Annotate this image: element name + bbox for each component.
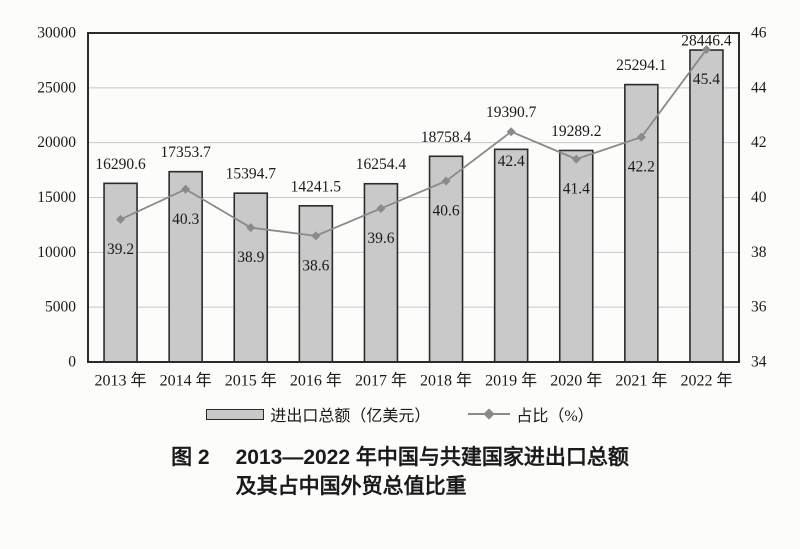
svg-text:0: 0 [68,354,76,371]
legend-line-label: 占比（%） [516,408,594,425]
combo-chart: 16290.6 17353.7 15394.7 14241.5 16254.4 18758… [37,25,767,390]
caption-line-2: 及其占中国外贸总值比重 [235,475,467,498]
pct-value-labels: 39.2 40.3 38.9 38.6 39.6 40.6 42.4 41.4 42.2 45.4 [107,71,720,274]
bar-value-labels: 16290.6 17353.7 15394.7 14241.5 16254.4 18758… [95,33,732,196]
diamond-marker [376,203,386,213]
diamond-marker [571,154,581,164]
figure-caption: 图 2 2013—2022 年中国与共建国家进出口总额 及其占中国外贸总值比重 [0,443,800,501]
diamond-marker [636,132,646,142]
svg-text:2019 年: 2019 年 [485,372,537,390]
svg-text:30000: 30000 [37,25,76,42]
bar [168,170,203,363]
svg-text:39.2: 39.2 [107,241,134,258]
svg-text:25294.1: 25294.1 [616,57,666,74]
svg-text:28446.4: 28446.4 [681,33,732,50]
x-axis-labels: 2013 年 2014 年 2015 年 2016 年 2017 年 2018 年 2019… [95,372,733,390]
trend-line [120,48,708,237]
chart-legend: 进出口总额（亿美元） 占比（%） [0,402,800,426]
svg-text:40.3: 40.3 [172,211,199,228]
legend-item-bars: 进出口总额（亿美元） [206,402,430,426]
svg-text:40.6: 40.6 [432,203,459,220]
bar [298,205,334,363]
legend-bar-label: 进出口总额（亿美元） [270,408,431,425]
diamond-marker [181,184,191,194]
svg-text:19390.7: 19390.7 [486,104,537,121]
bar [233,192,269,363]
bars-group [103,49,724,363]
legend-item-line: 占比（%） [468,402,594,426]
svg-text:42.2: 42.2 [628,159,655,176]
svg-text:15000: 15000 [37,189,76,206]
diamond-marker [246,223,256,233]
trend-markers [116,44,711,241]
svg-text:2013 年: 2013 年 [95,372,147,390]
line-swatch-icon [468,408,511,420]
plot-border [87,32,740,363]
right-axis-labels: 34 36 38 40 42 44 46 [751,25,767,371]
svg-text:20000: 20000 [37,134,76,151]
svg-text:14241.5: 14241.5 [291,178,342,195]
bar-swatch-icon [206,408,265,420]
svg-text:10000: 10000 [37,244,76,261]
caption-line-1: 2013—2022 年中国与共建国家进出口总额 [235,446,629,469]
figure-number: 图 2 [171,446,210,469]
svg-text:2021 年: 2021 年 [615,372,667,390]
svg-text:15394.7: 15394.7 [226,166,277,183]
diamond-marker [116,214,126,224]
diamond-marker [506,127,516,137]
svg-text:19289.2: 19289.2 [551,123,601,140]
bar [624,83,659,363]
svg-text:42: 42 [751,134,767,151]
svg-text:18758.4: 18758.4 [421,129,472,146]
svg-text:2014 年: 2014 年 [160,372,212,390]
svg-text:46: 46 [751,25,767,42]
svg-text:2015 年: 2015 年 [225,372,277,390]
diamond-marker [311,231,321,241]
bar [428,155,464,363]
svg-text:16290.6: 16290.6 [95,156,146,173]
diamond-marker [701,44,711,54]
svg-text:17353.7: 17353.7 [160,144,211,161]
svg-text:36: 36 [751,299,767,316]
svg-text:2017 年: 2017 年 [355,372,407,390]
diamond-marker [441,176,451,186]
svg-text:38.6: 38.6 [302,257,329,274]
svg-text:2016 年: 2016 年 [290,372,342,390]
svg-text:5000: 5000 [45,299,76,316]
svg-text:39.6: 39.6 [367,230,394,247]
svg-text:40: 40 [751,189,767,206]
bar [689,49,724,363]
bar [103,182,138,363]
svg-text:34: 34 [751,354,767,371]
svg-text:25000: 25000 [37,79,76,96]
svg-text:41.4: 41.4 [563,181,590,198]
bar [493,148,529,363]
svg-text:42.4: 42.4 [498,153,525,170]
svg-text:2022 年: 2022 年 [680,372,732,390]
svg-text:2018 年: 2018 年 [420,372,472,390]
left-axis-labels: 0 5000 10000 15000 20000 25000 30000 [37,25,76,371]
svg-text:44: 44 [751,79,767,96]
svg-text:16254.4: 16254.4 [356,156,407,173]
svg-text:45.4: 45.4 [693,71,720,88]
svg-text:38: 38 [751,244,767,261]
svg-text:38.9: 38.9 [237,249,264,266]
svg-text:2020 年: 2020 年 [550,372,602,390]
